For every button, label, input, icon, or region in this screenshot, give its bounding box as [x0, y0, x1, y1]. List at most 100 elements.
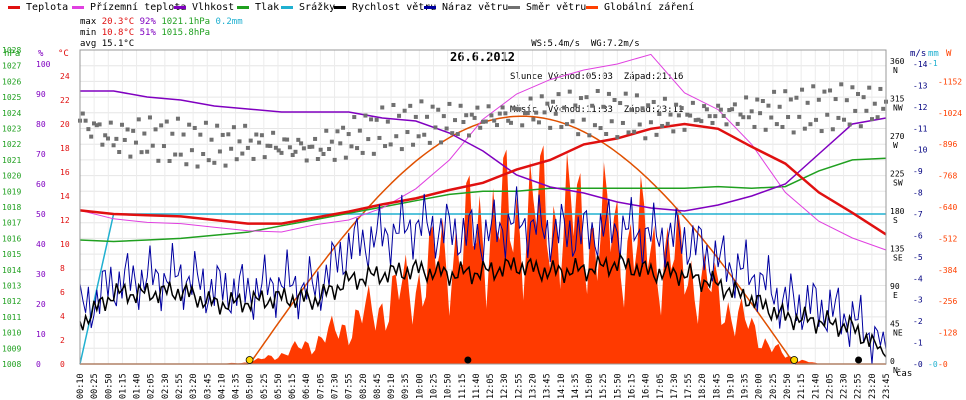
- axis-tick-wm2: -896: [938, 140, 957, 149]
- series-smer-vetru-point: [231, 125, 236, 130]
- series-radiation: [80, 145, 886, 364]
- series-smer-vetru-point: [170, 131, 175, 136]
- x-tick-label: 20:00: [755, 373, 765, 399]
- series-smer-vetru-point: [668, 112, 673, 117]
- series-smer-vetru-point: [595, 88, 600, 93]
- series-smer-vetru-point: [461, 120, 466, 125]
- axis-tick-degc: 10: [60, 240, 70, 249]
- legend-label: Náraz větru: [442, 2, 509, 13]
- min-temp: 10.8°C: [101, 28, 135, 38]
- series-smer-vetru-point: [704, 107, 709, 112]
- series-smer-vetru-point: [494, 123, 499, 128]
- series-smer-vetru-point: [791, 130, 796, 135]
- axis-tick-dir: 90: [890, 282, 900, 291]
- x-tick-label: 06:15: [288, 373, 298, 399]
- series-smer-vetru-point: [293, 149, 298, 154]
- series-smer-vetru-point: [506, 118, 511, 123]
- series-smer-vetru-point: [514, 106, 519, 111]
- series-smer-vetru-point: [413, 114, 418, 119]
- stats-label: avg: [80, 39, 97, 49]
- axis-tick-ms: -14: [913, 60, 928, 69]
- series-smer-vetru-point: [562, 105, 567, 110]
- axis-tick-wm2: -640: [938, 203, 957, 212]
- axis-tick-hpa: 1022: [2, 140, 21, 149]
- series-smer-vetru-point: [285, 137, 290, 142]
- series-smer-vetru-point: [206, 158, 211, 163]
- axis-tick-dir-compass: W: [893, 141, 898, 150]
- series-smer-vetru-point: [648, 120, 653, 125]
- axis-tick-dir-compass: N: [893, 366, 898, 375]
- series-smer-vetru-point: [184, 162, 189, 167]
- series-smer-vetru-point: [570, 119, 575, 124]
- series-smer-vetru-point: [760, 99, 765, 104]
- x-tick-label: 17:30: [670, 373, 680, 399]
- series-smer-vetru-point: [296, 137, 301, 142]
- series-smer-vetru-point: [192, 125, 197, 130]
- series-smer-vetru-point: [436, 107, 441, 112]
- series-smer-vetru-point: [276, 148, 281, 153]
- axis-tick-hpa: 1020: [2, 172, 21, 181]
- series-smer-vetru-point: [724, 122, 729, 127]
- x-tick-label: 11:40: [472, 373, 482, 399]
- series-smer-vetru-point: [425, 114, 430, 119]
- series-smer-vetru-point: [481, 119, 485, 124]
- x-tick-label: 14:10: [557, 373, 567, 399]
- series-smer-vetru-point: [187, 122, 192, 127]
- legend-label: Tlak: [255, 2, 280, 13]
- series-smer-vetru-point: [839, 82, 844, 87]
- series-smer-vetru-point: [119, 122, 124, 127]
- series-smer-vetru-point: [335, 129, 340, 134]
- series-smer-vetru-point: [212, 160, 217, 165]
- series-smer-vetru-point: [100, 142, 105, 147]
- legend-item-globalni-zareni: Globální záření: [586, 2, 694, 13]
- x-tick-label: 09:10: [387, 373, 397, 399]
- series-smer-vetru-point: [783, 89, 788, 94]
- series-smer-vetru-point: [836, 115, 841, 120]
- series-smer-vetru-point: [573, 103, 578, 108]
- series-smer-vetru-point: [189, 148, 194, 153]
- series-smer-vetru-point: [634, 93, 639, 98]
- x-tick-label: 19:35: [741, 373, 751, 399]
- x-tick-label: 02:05: [147, 373, 157, 399]
- series-smer-vetru-point: [581, 117, 586, 122]
- series-smer-vetru-point: [450, 131, 455, 136]
- series-smer-vetru-point: [539, 94, 544, 99]
- x-tick-label: 02:30: [161, 373, 171, 399]
- avg-temp: 15.1°C: [101, 39, 135, 49]
- series-smer-vetru-point: [94, 123, 99, 128]
- series-smer-vetru-point: [710, 120, 715, 125]
- series-smer-vetru-point: [310, 144, 315, 149]
- min-pressure: 1015.8hPa: [161, 28, 211, 38]
- series-smer-vetru-point: [727, 108, 732, 113]
- x-tick-label: 10:50: [444, 373, 454, 399]
- series-smer-vetru-point: [830, 127, 835, 132]
- series-smer-vetru-point: [542, 110, 547, 115]
- legend-label: Teplota: [26, 2, 69, 13]
- rain-series: [79, 213, 886, 365]
- series-smer-vetru-point: [419, 99, 424, 104]
- axis-tick-hpa: 1019: [2, 187, 21, 196]
- series-smer-vetru-point: [693, 118, 698, 123]
- x-tick-label: 18:45: [712, 373, 722, 399]
- axis-tick-pct: 90: [36, 90, 46, 99]
- series-smer-vetru-point: [576, 132, 581, 137]
- series-smer-vetru-point: [850, 85, 855, 90]
- series-smer-vetru-point: [609, 119, 614, 124]
- axis-tick-pct: 100: [36, 60, 51, 69]
- axis-tick-wm2: -256: [938, 297, 957, 306]
- axis-tick-degc: 24: [60, 72, 70, 81]
- axis-tick-pct: 20: [36, 300, 46, 309]
- axis-tick-hpa: 1009: [2, 344, 21, 353]
- series-smer-vetru-point: [321, 151, 326, 156]
- series-smer-vetru-point: [500, 105, 505, 110]
- x-tick-label: 09:35: [401, 373, 411, 399]
- series-smer-vetru-point: [732, 102, 737, 107]
- series-smer-vetru-point: [453, 118, 458, 123]
- axis-tick-hpa: 1017: [2, 219, 21, 228]
- stats-label: min: [80, 28, 97, 38]
- series-smer-vetru-point: [416, 134, 421, 139]
- series-smer-vetru-point: [324, 128, 329, 133]
- series-smer-vetru-point: [377, 135, 382, 140]
- series-smer-vetru-point: [637, 122, 642, 127]
- series-smer-vetru-point: [203, 120, 208, 125]
